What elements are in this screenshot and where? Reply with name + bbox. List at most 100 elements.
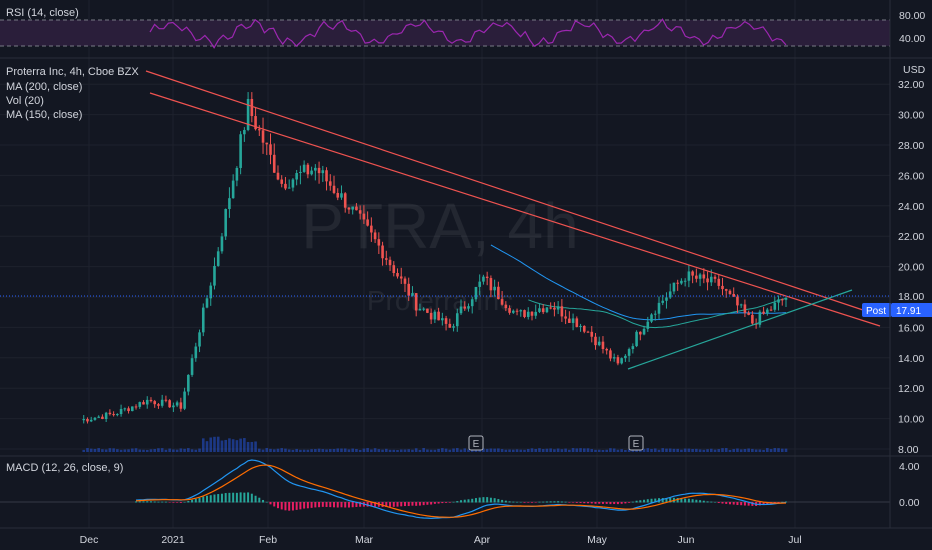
volume-bar xyxy=(145,449,149,452)
candle-body xyxy=(500,299,504,305)
macd-hist-bar xyxy=(198,497,201,503)
candle-body xyxy=(455,313,459,327)
volume-bar xyxy=(172,449,175,452)
candle-body xyxy=(530,311,534,316)
macd-hist-bar xyxy=(232,492,235,503)
candle-body xyxy=(362,213,366,220)
earnings-marker-1[interactable]: E xyxy=(468,435,484,451)
volume-bar xyxy=(523,449,526,452)
macd-hist-bar xyxy=(486,497,489,503)
macd-hist-bar xyxy=(728,502,731,505)
indicator-vol-label[interactable]: Vol (20) xyxy=(6,95,44,107)
upper-trendline[interactable] xyxy=(145,70,873,314)
candle-body xyxy=(86,419,89,422)
lower-trendline[interactable] xyxy=(149,92,881,327)
volume-bar xyxy=(784,448,788,452)
time-tick: May xyxy=(587,534,608,546)
chart-title: Proterra Inc, 4h, Cboe BZX xyxy=(6,66,139,78)
candle-body xyxy=(709,276,713,283)
candle-body xyxy=(575,318,579,327)
price-axis[interactable]: USD 32.00 30.00 28.00 26.00 24.00 22.00 20.00 1… xyxy=(898,64,926,456)
macd-hist-bar xyxy=(575,502,578,503)
candle-body xyxy=(123,408,127,410)
macd-hist-bar xyxy=(560,501,563,503)
volume-bar xyxy=(228,438,231,452)
volume-bar xyxy=(119,449,123,452)
candle-body xyxy=(698,274,702,279)
volume-bar xyxy=(732,449,736,452)
macd-hist-bar xyxy=(228,492,231,503)
volume-bar xyxy=(743,449,747,452)
candle-body xyxy=(564,316,567,319)
candle-body xyxy=(474,286,478,300)
volume-bar xyxy=(568,449,571,452)
macd-hist-bar xyxy=(747,502,750,506)
macd-hist-bar xyxy=(318,502,321,508)
volume-bar xyxy=(433,449,437,452)
macd-hist-bar xyxy=(587,502,590,504)
volume-bar xyxy=(314,449,317,452)
volume-bar xyxy=(646,448,650,452)
candle-body xyxy=(220,236,224,252)
rsi-tick-40: 40.00 xyxy=(899,33,925,45)
volume-bar xyxy=(616,449,620,452)
volume-bar xyxy=(683,448,687,452)
candle-body xyxy=(366,219,369,226)
candle-body xyxy=(269,144,272,155)
volume-bar xyxy=(396,449,399,452)
time-axis[interactable]: Dec 2021 Feb Mar Apr May Jun Jul xyxy=(80,534,802,546)
macd-hist-bar xyxy=(187,500,190,503)
candle-body xyxy=(213,265,216,286)
rsi-label: RSI (14, close) xyxy=(6,7,79,19)
ma-200-line xyxy=(490,244,787,321)
macd-hist-bar xyxy=(616,502,619,505)
candle-body xyxy=(209,285,213,299)
volume-bar xyxy=(605,449,608,452)
macd-hist-bar xyxy=(639,500,642,503)
volume-bar xyxy=(512,449,515,452)
candle-body xyxy=(426,308,429,313)
volume-bar xyxy=(571,448,575,452)
candle-body xyxy=(291,179,295,188)
candle-body xyxy=(586,331,590,333)
time-tick: Jun xyxy=(678,534,695,546)
volume-bar xyxy=(672,448,676,452)
volume-bar xyxy=(317,448,321,452)
macd-hist-bar xyxy=(411,502,414,506)
volume-bar xyxy=(101,449,104,452)
candle-body xyxy=(358,210,362,214)
candle-body xyxy=(276,172,280,180)
candle-body xyxy=(157,404,160,406)
candle-body xyxy=(422,308,425,310)
macd-hist-bar xyxy=(695,499,698,503)
volume-bar xyxy=(762,449,765,452)
volume-bar xyxy=(291,449,295,452)
candle-body xyxy=(657,302,661,314)
volume-bar xyxy=(231,439,235,452)
volume-bar xyxy=(724,448,728,452)
macd-hist-bar xyxy=(396,502,399,507)
support-trendline[interactable] xyxy=(627,289,853,370)
indicator-ma200-label[interactable]: MA (200, close) xyxy=(6,81,82,93)
candle-body xyxy=(284,183,287,189)
volume-bar xyxy=(123,449,127,452)
price-tick: 20.00 xyxy=(898,262,924,274)
volume-bar xyxy=(657,449,661,452)
volume-bar xyxy=(254,441,257,452)
volume-bar xyxy=(627,449,631,452)
candle-body xyxy=(743,304,747,313)
price-tick: 26.00 xyxy=(898,170,924,182)
candle-body xyxy=(560,306,564,317)
candle-body xyxy=(672,282,676,292)
candle-body xyxy=(89,419,93,422)
volume-bar xyxy=(194,449,198,452)
macd-hist-bar xyxy=(445,502,448,503)
indicator-ma150-label[interactable]: MA (150, close) xyxy=(6,109,82,121)
macd-hist-bar xyxy=(538,501,541,503)
candle-body xyxy=(370,225,373,233)
volume-bar xyxy=(549,448,552,452)
candle-body xyxy=(769,309,773,311)
candle-body xyxy=(620,358,623,364)
earnings-marker-2[interactable]: E xyxy=(628,435,644,451)
